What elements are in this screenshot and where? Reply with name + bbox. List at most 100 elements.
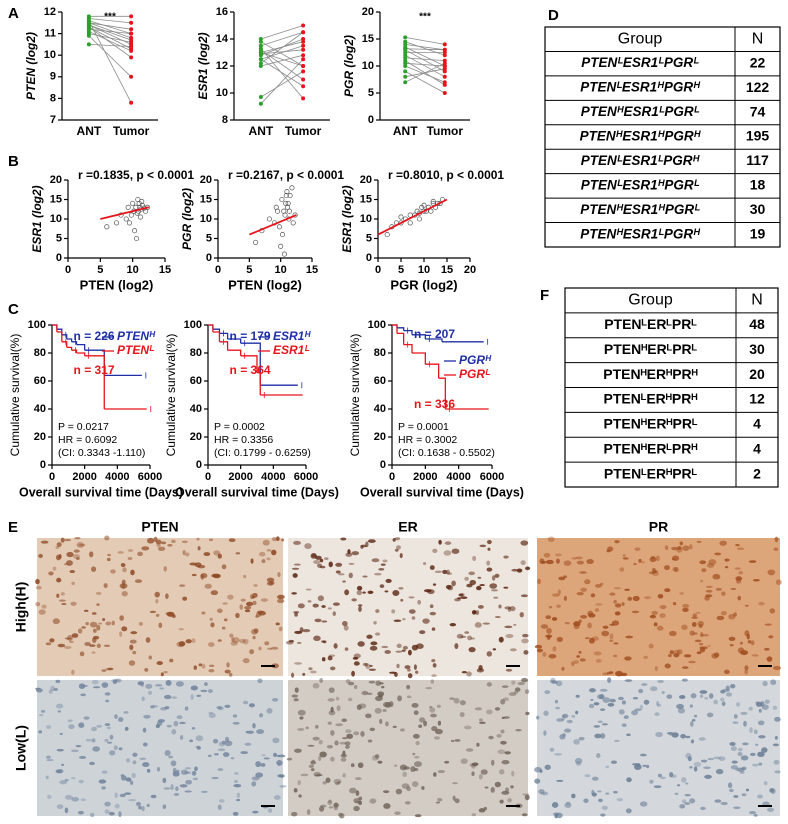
cell [104,723,111,726]
cell [730,765,738,770]
cell [249,703,255,707]
cell [738,571,743,575]
cell [536,648,543,653]
cell [262,539,270,546]
legend-label: PGRᴸ [459,367,490,381]
y-tick-label: 20 [50,174,62,186]
cell [73,549,80,553]
cell [407,649,412,656]
cell [423,720,428,727]
cell [356,585,363,591]
cell [540,560,547,564]
cell [328,654,336,657]
cell [613,586,622,590]
cell [623,715,629,720]
cell [266,708,273,714]
cell [498,604,502,609]
y-tick-label: 20 [374,431,386,443]
cell [622,554,626,557]
cell [520,560,526,566]
pair-line [88,20,132,34]
cell [600,733,606,739]
cell [114,803,120,809]
trend-line [377,198,448,236]
cell [211,776,219,780]
cell [474,622,482,628]
cell [60,537,65,543]
cell [396,663,400,669]
cell [82,684,88,687]
cell [773,547,779,551]
cell [96,643,101,649]
cell [721,701,726,707]
cell [74,536,81,540]
point [290,220,296,226]
cell [429,707,436,713]
cell [291,811,298,817]
cell [242,638,249,645]
survival-step [76,343,86,351]
cell [579,571,587,574]
point [384,232,390,238]
cell [249,649,255,655]
cell [602,625,609,629]
cell [734,567,741,570]
cell [213,550,221,556]
cell [543,710,549,716]
cell [146,768,151,773]
cell [222,602,228,605]
y-tick-label: 20 [360,174,372,186]
cell [107,553,111,557]
cell [162,777,167,784]
cell [71,749,79,753]
cell [653,785,662,789]
cell [549,747,555,752]
cell [707,757,714,761]
cell [45,775,49,780]
cell [344,647,349,651]
cell [684,794,691,797]
y-tick-label: 10 [216,87,228,99]
cell [296,641,302,644]
cell [212,738,219,744]
pair-line [88,35,132,78]
table-cell: PTENᴸESR1ᴴPGRᴴ [580,80,701,95]
cell [78,755,87,759]
cell [714,799,722,803]
cell [468,647,476,653]
cell [669,650,674,655]
cell [57,710,62,713]
cell [347,697,353,702]
cell [688,544,693,550]
cell [720,801,728,806]
cell [561,666,565,671]
cell [609,698,616,703]
cell [761,747,768,753]
cell [437,720,442,726]
x-tick-label: 15 [306,264,318,276]
table-header: N [752,30,764,47]
cell [195,745,200,749]
cell [356,590,363,596]
cell [240,751,249,755]
y-tick-label: 60 [190,375,202,387]
y-tick-label: 8 [50,92,56,104]
cell [443,550,452,556]
cell [373,621,377,625]
cell [622,557,629,560]
survival-step [219,332,229,339]
cell [429,705,433,709]
cell [546,627,552,634]
cell [748,706,753,711]
pair-line [405,49,445,72]
cell [609,633,614,640]
cell [487,547,491,551]
cell [431,658,436,663]
cell [89,621,98,628]
cell [475,610,480,616]
y-tick-label: 0 [366,252,372,264]
survival-step [76,352,86,356]
cell [412,752,416,756]
cell [689,766,693,769]
point [129,27,134,32]
